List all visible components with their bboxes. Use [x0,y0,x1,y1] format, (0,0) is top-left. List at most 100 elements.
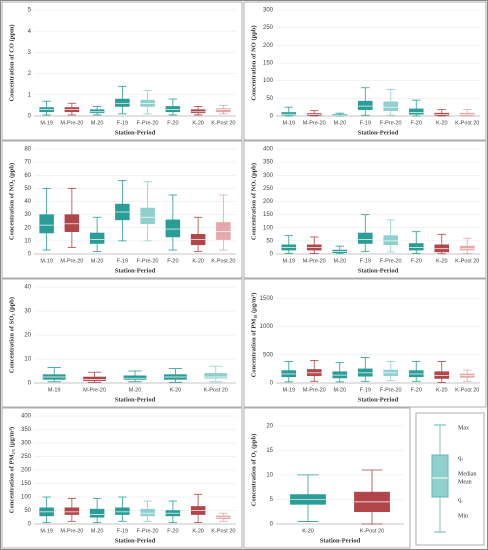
y-tick-label: 10 [266,472,273,478]
box [204,373,228,379]
box [123,375,147,380]
x-tick-label: M-20 [333,258,346,264]
x-tick-label: M-Pre-20 [83,387,106,393]
x-axis-label: Station-Period [358,267,399,274]
x-tick-label: K-20 [192,528,204,534]
y-tick-label: 1 [28,92,32,98]
y-tick-label: 0 [270,522,274,528]
box [89,508,105,518]
x-tick-label: F-20 [167,120,178,126]
x-tick-label: K-20 [436,120,448,126]
box [434,244,450,253]
legend-label: q₁ [458,497,463,503]
x-tick-label: K-Post 20 [455,120,479,126]
box [190,109,206,114]
legend-label: Max [458,425,469,431]
panel [1,1,243,141]
box [357,100,373,110]
y-tick-label: 15 [266,448,273,454]
y-tick-label: 30 [24,212,31,218]
y-tick-label: 60 [24,173,31,179]
box [408,108,424,115]
y-tick-label: 0 [28,522,32,528]
x-tick-label: K-Post 20 [455,258,479,264]
panel [243,407,411,549]
x-tick-label: M-19 [282,387,295,393]
y-tick-label: 150 [263,212,274,218]
y-axis-label: Concentration of NO (ppb) [250,25,257,100]
x-tick-label: K-Post 20 [211,528,235,534]
legend-panel [415,412,485,546]
x-tick-label: M-20 [91,528,104,534]
y-tick-label: 3 [28,50,32,56]
y-tick-label: 20 [266,423,273,429]
legend-label: q₃ [458,455,463,461]
x-tick-label: F-20 [167,258,178,264]
legend-label: Mean [458,479,472,485]
y-tick-label: 300 [21,441,32,447]
x-tick-label: M-20 [129,387,142,393]
y-axis-label: Concentration of O₃ (ppb) [250,434,257,507]
y-tick-label: 1500 [260,296,274,302]
x-tick-label: F-19 [360,387,371,393]
x-tick-label: M-Pre-20 [303,120,326,126]
box [165,106,181,113]
box [165,219,181,238]
y-tick-label: 150 [21,481,32,487]
x-axis-label: Station-Period [115,267,156,274]
y-tick-label: 100 [263,78,274,84]
x-tick-label: F-19 [117,120,128,126]
y-axis-label: Concentration of PM₁₀ (μg/m³) [250,293,257,378]
y-tick-label: 0 [28,114,32,120]
x-tick-label: M-Pre-20 [303,387,326,393]
y-tick-label: 50 [24,508,31,514]
y-tick-label: 250 [263,186,274,192]
y-tick-label: 50 [266,238,273,244]
y-tick-label: 200 [263,199,274,205]
box [434,371,450,379]
x-tick-label: M-Pre-20 [60,528,83,534]
panel [1,278,243,408]
box [115,507,130,515]
y-tick-label: 350 [263,160,274,166]
x-axis-label: Station-Period [320,537,361,544]
y-tick-label: 100 [21,495,32,501]
box [408,243,424,251]
y-tick-label: 250 [263,25,274,31]
x-axis-label: Station-Period [115,396,156,403]
legend-label: Median [458,471,476,477]
x-tick-label: M-19 [40,258,53,264]
legend-box [431,454,449,498]
y-tick-label: 100 [263,225,274,231]
box [281,112,297,116]
x-tick-label: M-19 [282,258,295,264]
x-tick-label: K-Post 20 [204,387,228,393]
box [83,376,107,381]
y-tick-label: 10 [24,238,31,244]
box [89,109,105,114]
box [115,98,130,107]
y-tick-label: 40 [24,199,31,205]
box [434,112,450,116]
y-tick-label: 20 [24,333,31,339]
y-tick-label: 400 [21,414,32,420]
box [459,245,475,251]
y-tick-label: 0 [28,252,32,258]
y-tick-label: 30 [24,309,31,315]
x-tick-label: F-20 [411,258,422,264]
y-axis-label: Concentration of NO₂ (ppb) [8,163,15,240]
x-axis-label: Station-Period [358,129,399,136]
x-tick-label: F-20 [411,387,422,393]
y-axis-label: Concentration of PM₂.₅ (μg/m³) [8,427,15,513]
y-tick-label: 0 [28,381,32,387]
x-tick-label: K-20 [302,528,314,534]
x-tick-label: M-19 [40,120,53,126]
y-tick-label: 40 [24,285,31,291]
y-tick-label: 200 [21,468,32,474]
box [64,507,80,515]
y-tick-label: 300 [263,8,274,14]
y-tick-label: 50 [24,186,31,192]
y-tick-label: 70 [24,160,31,166]
y-tick-label: 10 [24,357,31,363]
